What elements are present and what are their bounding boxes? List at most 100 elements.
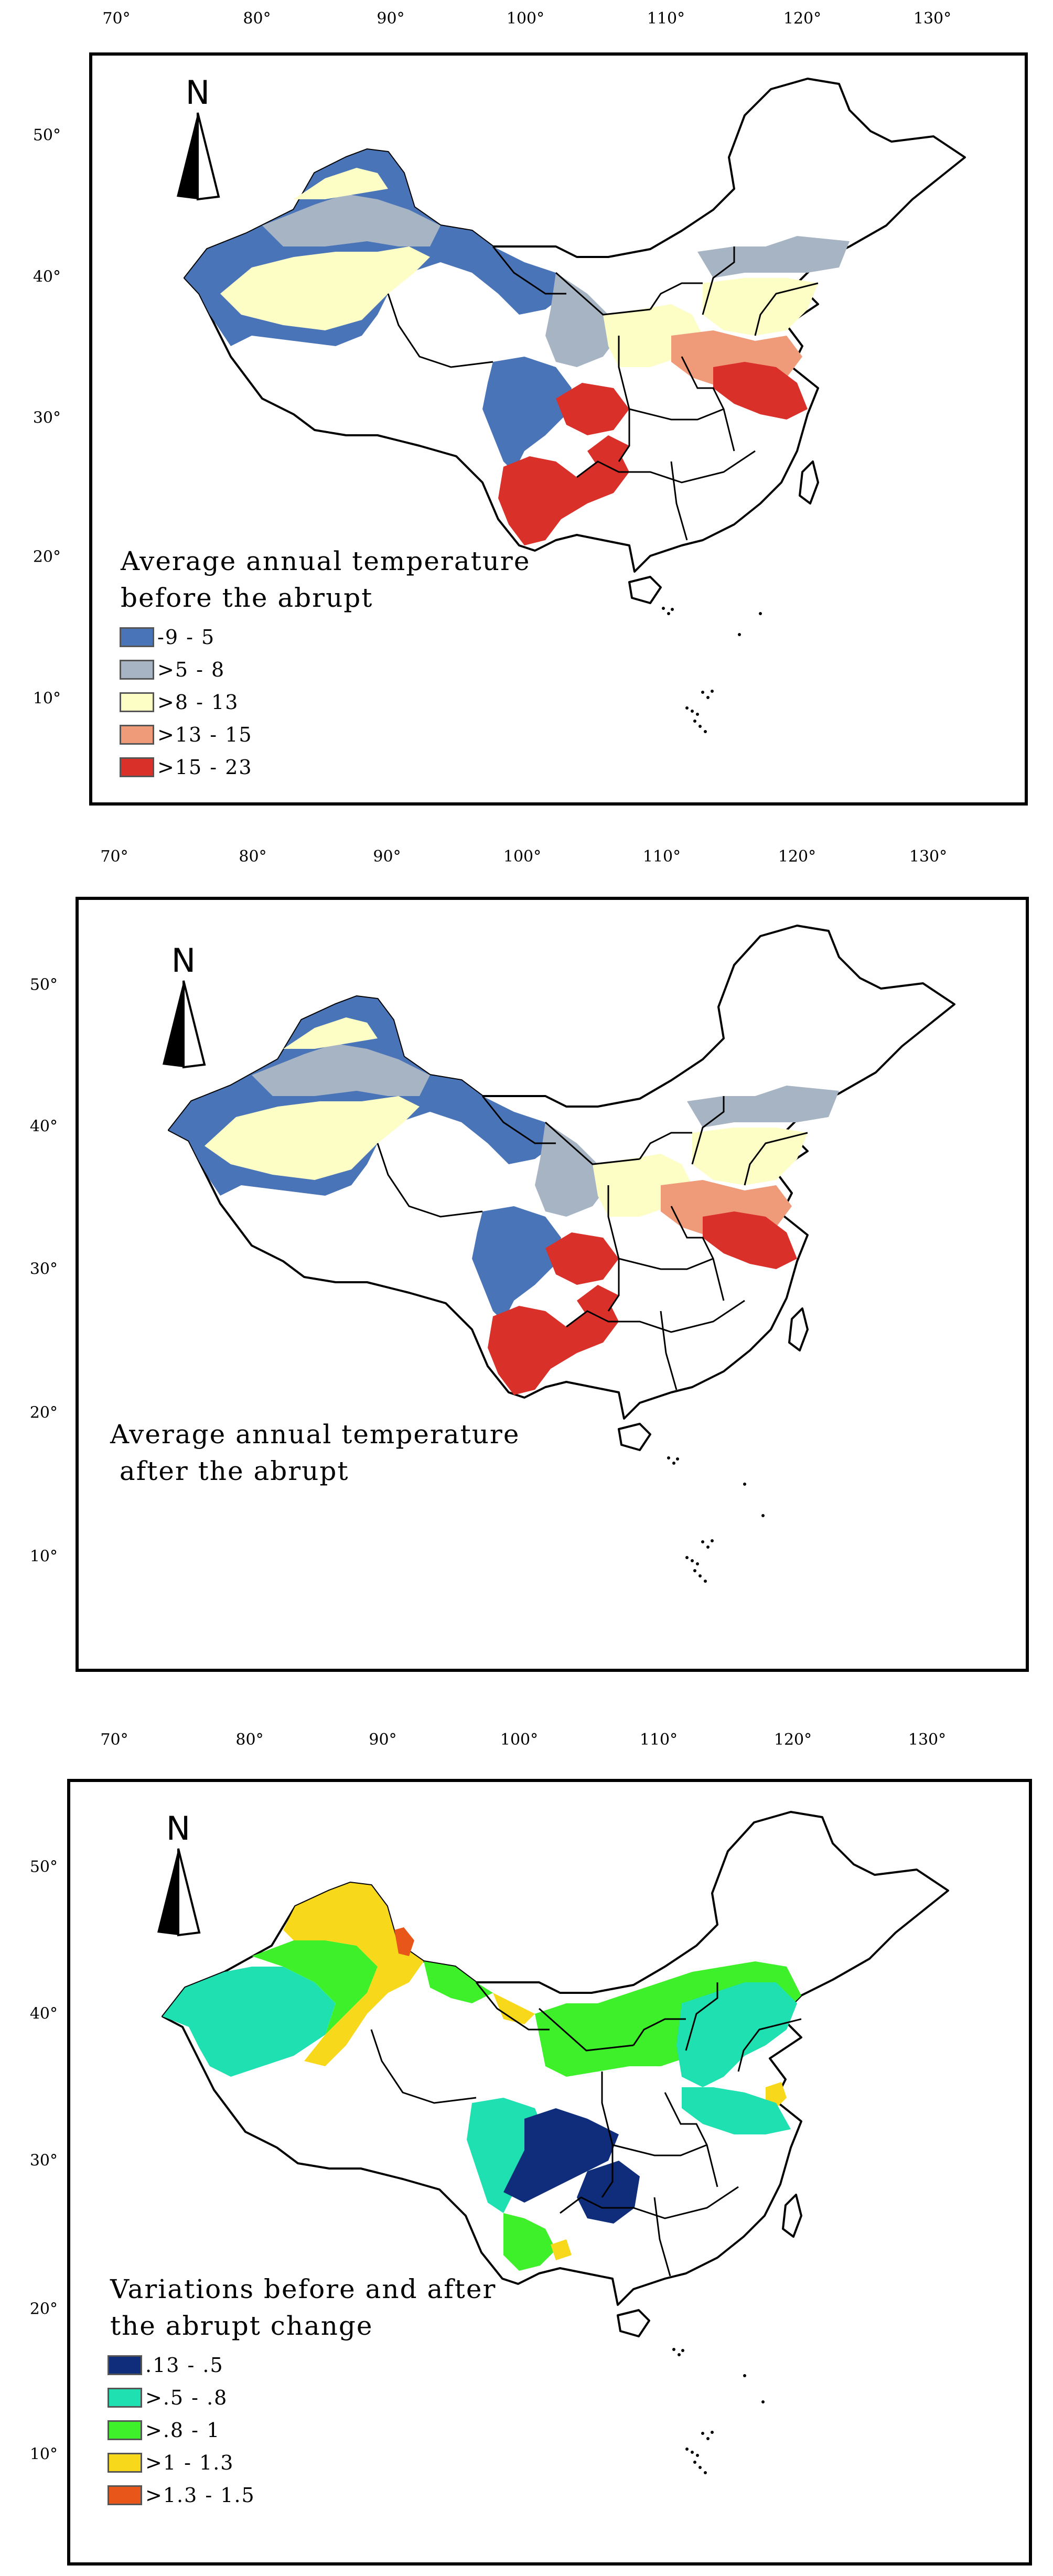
map-title-line2: after the abrupt <box>110 1456 349 1486</box>
zone-t3-north-plain <box>692 1128 808 1185</box>
lat-tick-10: 10° <box>29 1547 58 1566</box>
south-sea-islands <box>667 1456 765 1583</box>
legend-label: .13 - .5 <box>145 2354 224 2377</box>
zone-v3-yunnan-south <box>503 2213 556 2271</box>
china-map-after <box>168 925 955 1583</box>
zone-t5-east <box>703 1211 797 1269</box>
lon-tick-130: 130° <box>908 1731 947 1749</box>
legend-label: >1 - 1.3 <box>145 2451 234 2474</box>
zone-v2-east-plain <box>682 2087 791 2134</box>
zone-t2-loess <box>545 273 619 367</box>
zone-t5-yunnan <box>488 1301 619 1395</box>
legend-label: >5 - 8 <box>157 658 225 681</box>
zone-t5-east <box>713 362 808 420</box>
zone-t5-yunnan <box>498 451 629 545</box>
lat-tick-10: 10° <box>33 689 61 708</box>
north-label: N <box>166 1809 191 1848</box>
map-title-line1: Variations before and after <box>110 2274 497 2304</box>
hainan-island <box>617 2309 650 2337</box>
north-arrow-icon <box>163 980 206 1069</box>
map-title-line2: the abrupt change <box>110 2311 373 2341</box>
lon-tick-120: 120° <box>778 847 816 866</box>
zone-v4-north <box>283 1883 424 2066</box>
zone-v1-sichuan <box>503 2108 619 2203</box>
variation-zones <box>163 1883 801 2271</box>
north-label: N <box>171 941 196 980</box>
zone-v3-tarim <box>252 1940 378 2035</box>
map-title-line1: Average annual temperature <box>110 1419 520 1450</box>
lon-tick-130: 130° <box>913 9 952 28</box>
legend-label: >1.3 - 1.5 <box>145 2484 255 2507</box>
lat-tick-50: 50° <box>29 1858 58 1876</box>
lat-tick-50: 50° <box>33 126 61 145</box>
legend-item: -9 - 5 <box>120 624 215 650</box>
lon-tick-110: 110° <box>647 9 685 28</box>
map-panel-variations: 70° 80° 90° 100° 110° 120° 130° 50° 40° … <box>0 1720 1053 2576</box>
legend-label: >8 - 13 <box>157 691 239 714</box>
temperature-zones <box>185 149 850 545</box>
province-borders <box>370 1982 802 2277</box>
lon-tick-80: 80° <box>239 847 267 866</box>
legend-swatch <box>108 2388 142 2408</box>
taiwan-island <box>788 1307 809 1351</box>
zone-t1-tibet-east <box>482 357 572 472</box>
legend-item: >.5 - .8 <box>108 2385 228 2411</box>
zone-t3-north-plain <box>703 278 818 336</box>
lat-tick-30: 30° <box>29 2151 58 2170</box>
hainan-island <box>628 576 662 604</box>
lon-tick-100: 100° <box>503 847 542 866</box>
legend-item: >15 - 23 <box>120 754 253 780</box>
zone-t1-tibet-east <box>472 1206 561 1322</box>
lat-tick-30: 30° <box>29 1260 58 1279</box>
lon-tick-110: 110° <box>642 847 681 866</box>
zone-t3-dzungaria <box>283 1017 378 1049</box>
legend-swatch <box>108 2485 142 2505</box>
lat-tick-10: 10° <box>29 2445 58 2464</box>
map-title-line1: Average annual temperature <box>121 546 531 576</box>
south-sea-islands <box>672 2348 765 2474</box>
lon-tick-130: 130° <box>909 847 948 866</box>
north-label: N <box>185 73 210 112</box>
lon-tick-70: 70° <box>100 1731 128 1749</box>
north-arrow-icon <box>177 112 220 201</box>
north-arrow-icon <box>157 1848 201 1937</box>
legend-label: >13 - 15 <box>157 723 253 746</box>
lon-tick-80: 80° <box>243 9 271 28</box>
zone-v4-yunnan-edge <box>551 2239 572 2260</box>
lon-tick-120: 120° <box>773 1731 812 1749</box>
zone-t5-sichuan <box>556 383 629 435</box>
lat-tick-20: 20° <box>29 2300 58 2319</box>
legend-swatch <box>120 660 154 680</box>
lat-tick-40: 40° <box>29 1117 58 1136</box>
lat-tick-20: 20° <box>29 1403 58 1422</box>
hainan-island <box>618 1423 651 1451</box>
legend-item: >1.3 - 1.5 <box>108 2482 255 2508</box>
lat-tick-50: 50° <box>29 975 58 994</box>
zone-v5-altay <box>394 1927 414 1956</box>
map-panel-before: 70° 80° 90° 100° 110° 120° 130° 50° 40° … <box>0 0 1053 818</box>
legend-swatch <box>120 757 154 777</box>
lon-tick-90: 90° <box>377 9 405 28</box>
zone-t3-dzungaria <box>294 168 388 199</box>
north-arrow: N <box>171 73 224 210</box>
lon-tick-90: 90° <box>373 847 401 866</box>
legend-label: >.8 - 1 <box>145 2419 221 2442</box>
lon-tick-110: 110° <box>639 1731 678 1749</box>
zone-t2-north <box>687 1086 839 1128</box>
taiwan-island <box>782 2194 802 2238</box>
lat-tick-40: 40° <box>33 267 61 286</box>
zone-v3-gansu <box>424 1961 493 2003</box>
province-borders <box>387 246 819 541</box>
china-map-variations <box>162 1811 949 2474</box>
lon-tick-100: 100° <box>500 1731 539 1749</box>
zone-t3-basin <box>205 1096 420 1180</box>
legend-swatch <box>108 2355 142 2375</box>
lon-tick-120: 120° <box>783 9 822 28</box>
zone-t2-north <box>697 236 850 278</box>
legend-swatch <box>120 725 154 745</box>
legend-item: >.8 - 1 <box>108 2417 220 2443</box>
lon-tick-100: 100° <box>506 9 545 28</box>
taiwan-island <box>799 460 819 505</box>
lon-tick-70: 70° <box>102 9 131 28</box>
legend-item: >13 - 15 <box>120 722 253 748</box>
